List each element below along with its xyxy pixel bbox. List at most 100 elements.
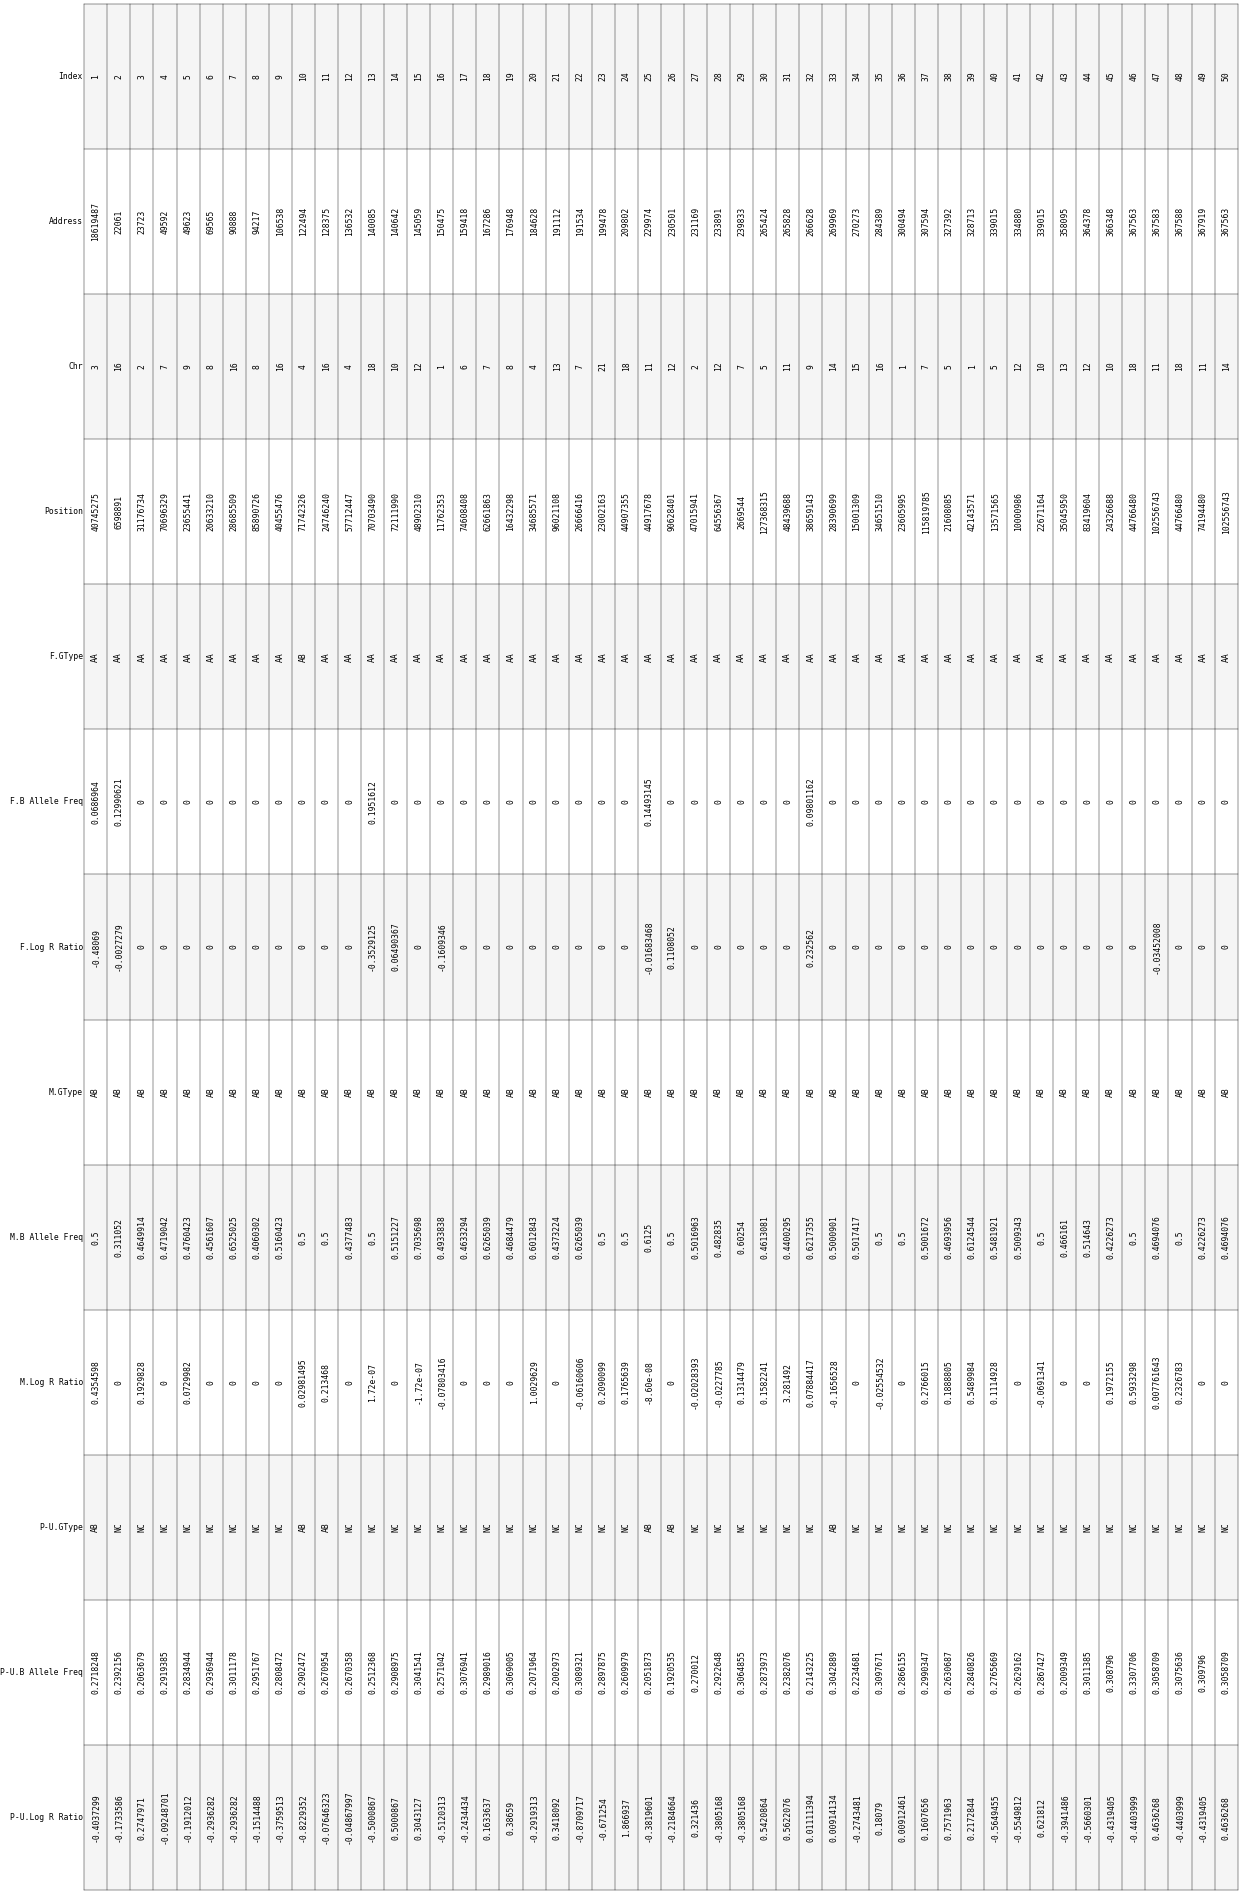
Text: 209802: 209802 bbox=[621, 206, 631, 237]
Text: 0: 0 bbox=[529, 945, 538, 949]
Text: AB: AB bbox=[160, 1087, 170, 1097]
Text: Index: Index bbox=[58, 72, 83, 81]
Text: AA: AA bbox=[645, 652, 653, 661]
Text: 16: 16 bbox=[229, 362, 238, 371]
Text: 0.60254: 0.60254 bbox=[738, 1220, 746, 1254]
Text: F.B Allele Freq: F.B Allele Freq bbox=[10, 797, 83, 807]
Text: AB: AB bbox=[484, 1087, 492, 1097]
Text: 40745275: 40745275 bbox=[92, 492, 100, 530]
Text: 0.4719042: 0.4719042 bbox=[160, 1216, 170, 1260]
Text: 0: 0 bbox=[506, 799, 516, 805]
Text: 0.4226273: 0.4226273 bbox=[1106, 1216, 1115, 1260]
Text: 0.2866155: 0.2866155 bbox=[899, 1650, 908, 1695]
Text: NC: NC bbox=[484, 1523, 492, 1532]
Text: 0.5000901: 0.5000901 bbox=[830, 1216, 838, 1260]
Bar bbox=[84, 294, 1238, 439]
Text: 0: 0 bbox=[438, 799, 446, 805]
Text: -0.5549812: -0.5549812 bbox=[1014, 1794, 1023, 1843]
Text: 266628: 266628 bbox=[806, 206, 816, 237]
Text: 0.213468: 0.213468 bbox=[322, 1364, 331, 1402]
Text: 42143571: 42143571 bbox=[968, 492, 977, 530]
Text: 0.2897875: 0.2897875 bbox=[599, 1650, 608, 1695]
Text: 13571565: 13571565 bbox=[991, 492, 999, 530]
Text: 16: 16 bbox=[114, 362, 123, 371]
Text: 199478: 199478 bbox=[599, 206, 608, 237]
Text: 0: 0 bbox=[899, 945, 908, 949]
Text: 0: 0 bbox=[345, 945, 355, 949]
Text: -0.1733586: -0.1733586 bbox=[114, 1794, 123, 1843]
Text: 70696329: 70696329 bbox=[160, 492, 170, 530]
Text: 0: 0 bbox=[830, 799, 838, 805]
Text: NC: NC bbox=[1060, 1523, 1069, 1532]
Text: -0.3805168: -0.3805168 bbox=[738, 1794, 746, 1843]
Text: -0.03452008: -0.03452008 bbox=[1152, 920, 1162, 974]
Text: 17: 17 bbox=[460, 72, 470, 81]
Text: 4: 4 bbox=[160, 74, 170, 80]
Text: 0.1972155: 0.1972155 bbox=[1106, 1360, 1115, 1403]
Text: 122494: 122494 bbox=[299, 206, 308, 237]
Text: 102556743: 102556743 bbox=[1221, 491, 1230, 534]
Text: 0.4400295: 0.4400295 bbox=[784, 1216, 792, 1260]
Text: 14: 14 bbox=[1221, 362, 1230, 371]
Text: 0.5: 0.5 bbox=[668, 1229, 677, 1244]
Text: 0.3064855: 0.3064855 bbox=[738, 1650, 746, 1695]
Text: -0.02554532: -0.02554532 bbox=[875, 1356, 884, 1409]
Text: AA: AA bbox=[414, 652, 423, 661]
Text: 5: 5 bbox=[945, 364, 954, 369]
Text: 2: 2 bbox=[114, 74, 123, 80]
Text: AA: AA bbox=[599, 652, 608, 661]
Text: AB: AB bbox=[899, 1087, 908, 1097]
Text: -0.2936282: -0.2936282 bbox=[207, 1794, 216, 1843]
Text: 0.5160423: 0.5160423 bbox=[275, 1216, 285, 1260]
Text: 0: 0 bbox=[691, 945, 701, 949]
Text: 184628: 184628 bbox=[529, 206, 538, 237]
Text: 0: 0 bbox=[1176, 945, 1184, 949]
Text: AA: AA bbox=[253, 652, 262, 661]
Bar bbox=[84, 4, 1238, 150]
Text: 0: 0 bbox=[114, 1381, 123, 1385]
Text: 0: 0 bbox=[506, 1381, 516, 1385]
Text: 70703490: 70703490 bbox=[368, 492, 377, 530]
Text: 0: 0 bbox=[714, 799, 723, 805]
Text: 145059: 145059 bbox=[414, 206, 423, 237]
Text: 0: 0 bbox=[484, 1381, 492, 1385]
Text: 265828: 265828 bbox=[784, 206, 792, 237]
Text: 0.7571963: 0.7571963 bbox=[945, 1796, 954, 1839]
Text: 127368315: 127368315 bbox=[760, 491, 769, 534]
Text: 0.6525025: 0.6525025 bbox=[229, 1216, 238, 1260]
Text: 0: 0 bbox=[322, 799, 331, 805]
Text: AB: AB bbox=[875, 1087, 884, 1097]
Text: 10: 10 bbox=[1037, 362, 1047, 371]
Text: AB: AB bbox=[1106, 1087, 1115, 1097]
Text: 8: 8 bbox=[253, 364, 262, 369]
Text: 0.4613081: 0.4613081 bbox=[760, 1216, 769, 1260]
Bar bbox=[84, 1455, 1238, 1600]
Text: -0.3759513: -0.3759513 bbox=[275, 1794, 285, 1843]
Text: 0: 0 bbox=[853, 1381, 862, 1385]
Text: AB: AB bbox=[1176, 1087, 1184, 1097]
Bar bbox=[84, 729, 1238, 875]
Text: 40455476: 40455476 bbox=[275, 492, 285, 530]
Text: 0.1951612: 0.1951612 bbox=[368, 780, 377, 824]
Text: 6: 6 bbox=[207, 74, 216, 80]
Text: 150475: 150475 bbox=[438, 206, 446, 237]
Text: 0.4933838: 0.4933838 bbox=[438, 1216, 446, 1260]
Text: 0.3042889: 0.3042889 bbox=[830, 1650, 838, 1695]
Text: 0: 0 bbox=[575, 799, 585, 805]
Text: 307594: 307594 bbox=[921, 206, 931, 237]
Text: AB: AB bbox=[299, 1523, 308, 1532]
Text: 49: 49 bbox=[1199, 72, 1208, 81]
Text: AA: AA bbox=[1199, 652, 1208, 661]
Text: 0.3011178: 0.3011178 bbox=[229, 1650, 238, 1695]
Text: AA: AA bbox=[368, 652, 377, 661]
Text: 0: 0 bbox=[1014, 1381, 1023, 1385]
Text: NC: NC bbox=[575, 1523, 585, 1532]
Text: 0.5489984: 0.5489984 bbox=[968, 1360, 977, 1403]
Text: 0.4377483: 0.4377483 bbox=[345, 1216, 355, 1260]
Text: 42: 42 bbox=[1037, 72, 1047, 81]
Text: 0: 0 bbox=[1014, 945, 1023, 949]
Text: 0.2766015: 0.2766015 bbox=[921, 1360, 931, 1403]
Text: 328713: 328713 bbox=[968, 206, 977, 237]
Text: 38: 38 bbox=[945, 72, 954, 81]
Text: 2: 2 bbox=[691, 364, 701, 369]
